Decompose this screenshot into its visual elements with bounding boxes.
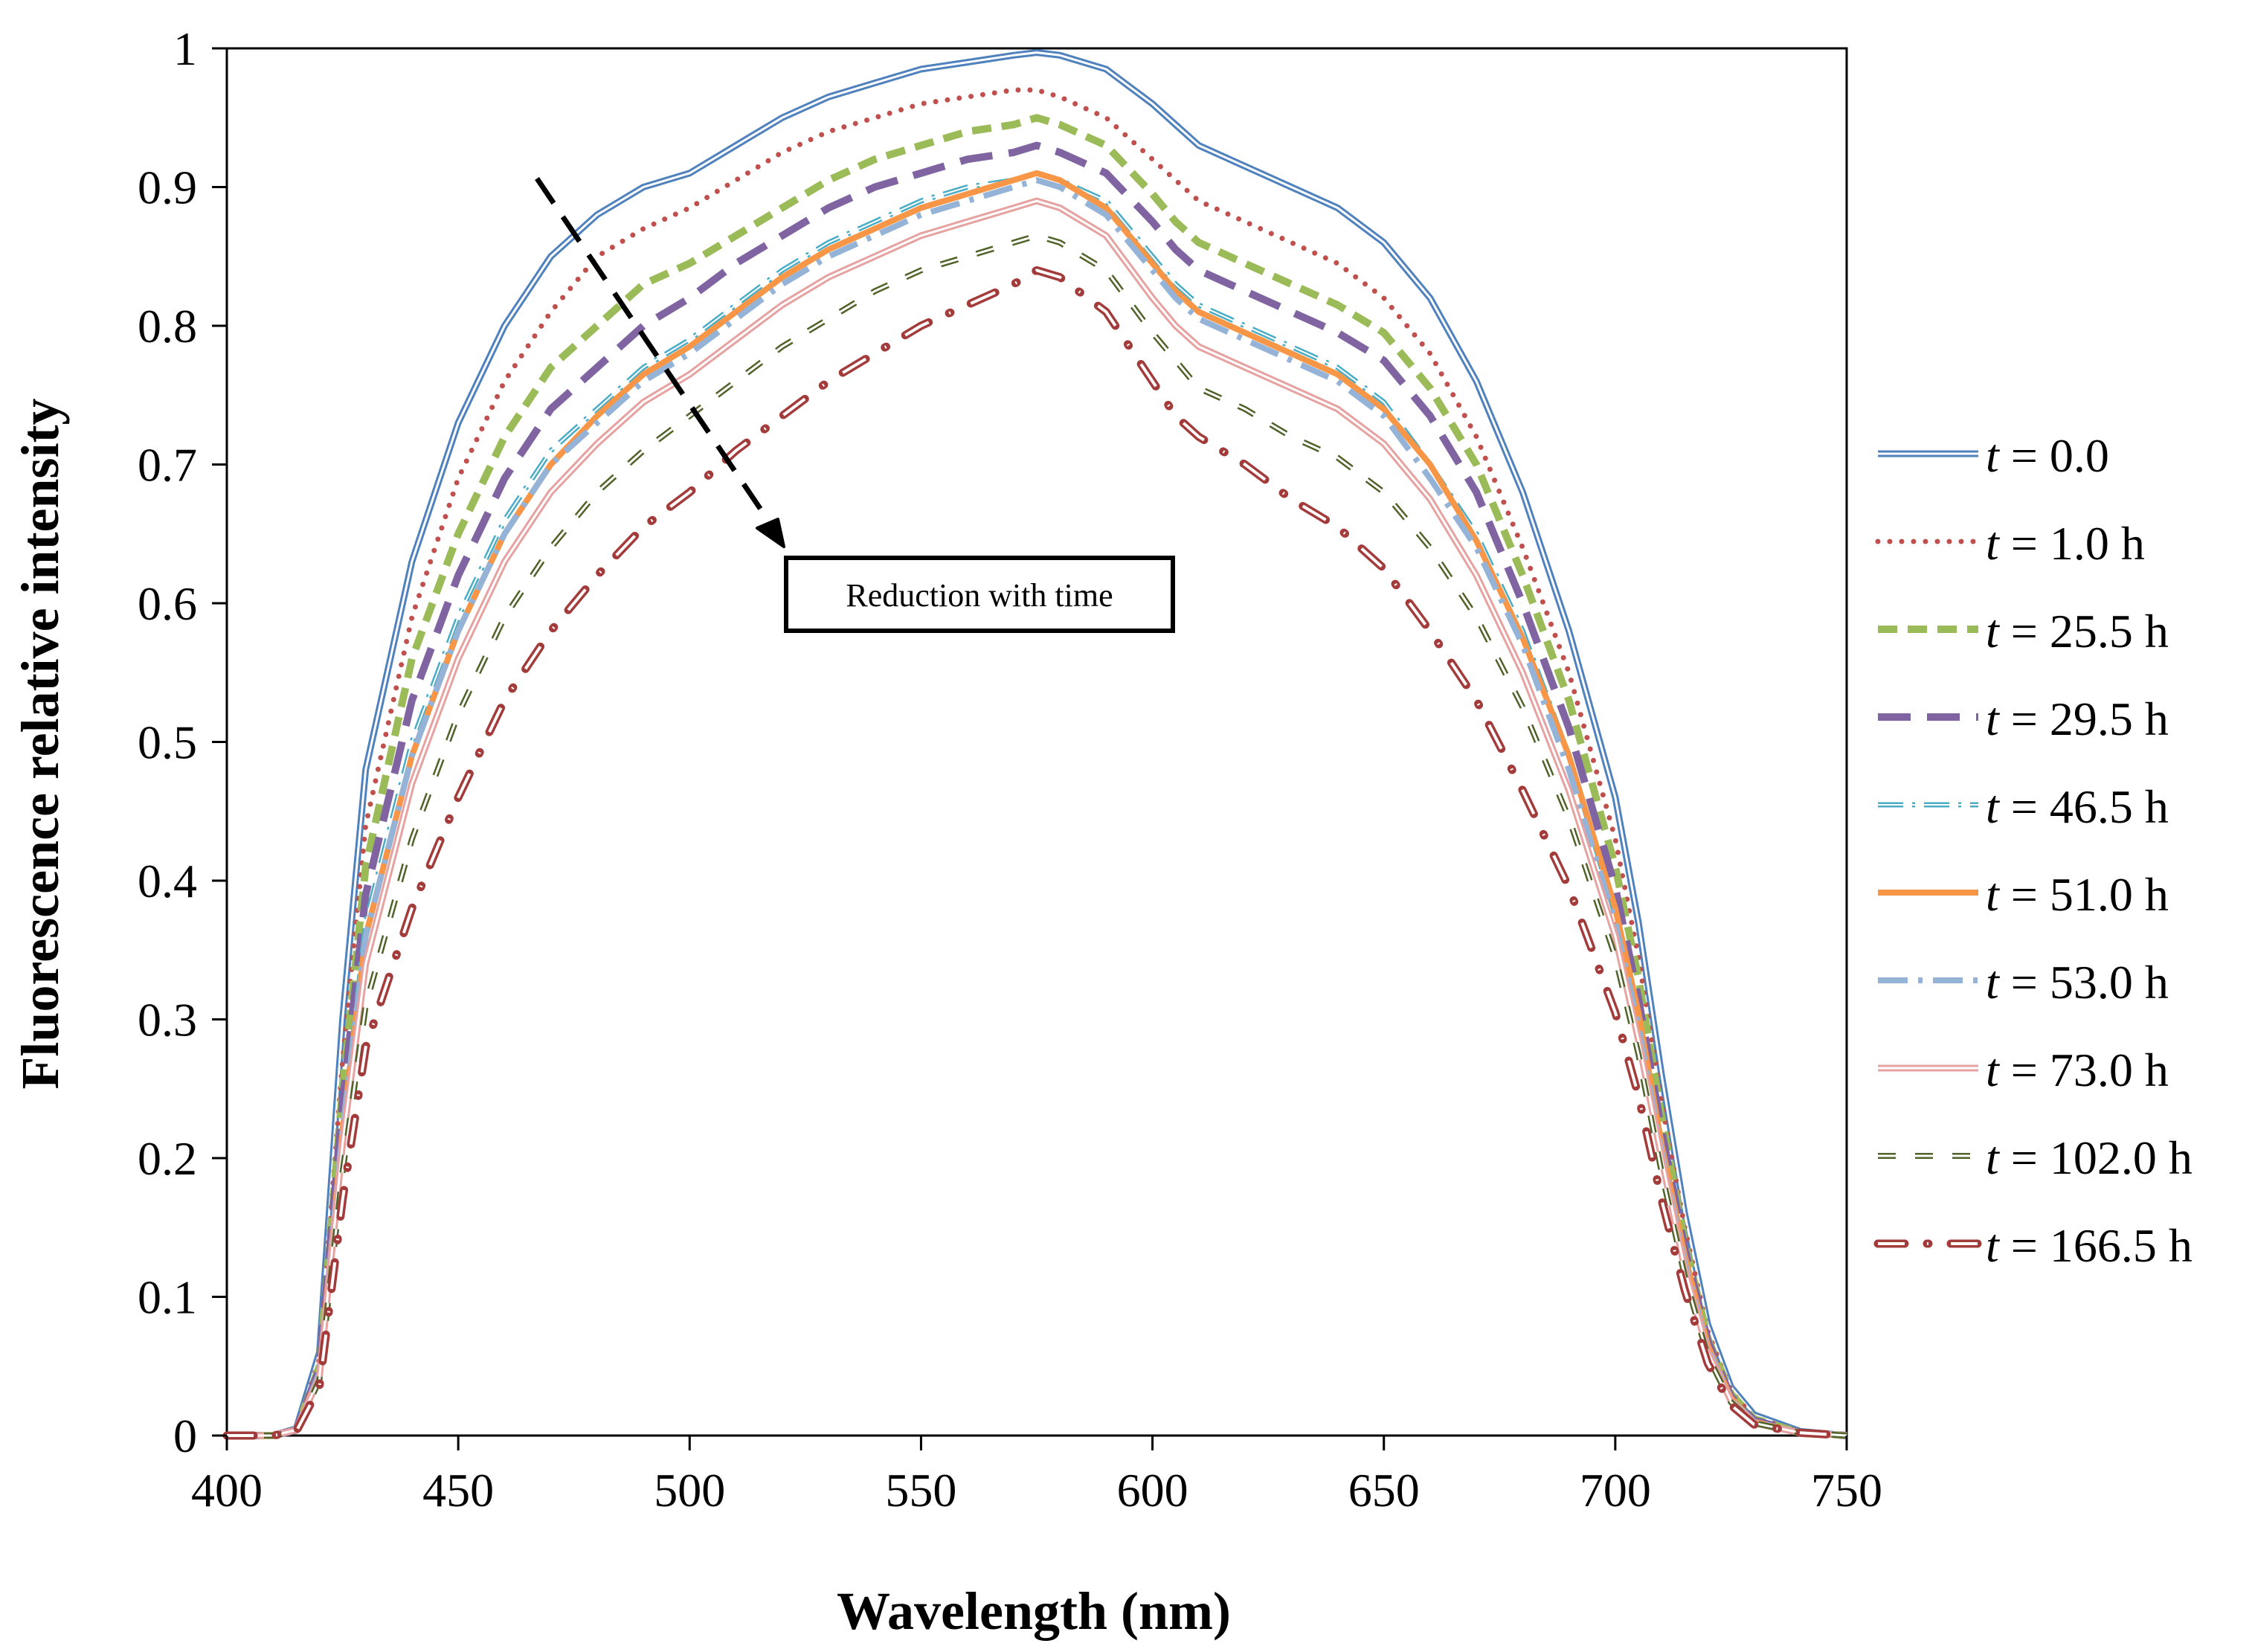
legend-label: t = 51.0 h [1986, 868, 2169, 921]
legend-label: t = 25.5 h [1986, 605, 2169, 658]
y-tick-label: 0.6 [138, 577, 197, 630]
y-tick-label: 0.9 [138, 161, 197, 214]
series-line-0-0 [227, 49, 1847, 1439]
legend-entry: t = 25.5 h [1878, 605, 2169, 658]
y-tick-label: 0.3 [138, 994, 197, 1047]
series-line-166-5-h [222, 266, 1851, 1440]
x-tick-label: 500 [654, 1464, 725, 1517]
legend-entry: t = 51.0 h [1878, 868, 2169, 921]
legend-entry: t = 166.5 h [1873, 1219, 2193, 1272]
x-tick-label: 650 [1348, 1464, 1420, 1517]
annotation-text: Reduction with time [846, 577, 1113, 614]
x-tick-label: 700 [1580, 1464, 1651, 1517]
x-tick-label: 550 [885, 1464, 956, 1517]
y-tick-label: 0.8 [138, 300, 197, 353]
series-line-29-5-h [227, 141, 1847, 1439]
x-tick-label: 600 [1117, 1464, 1188, 1517]
y-tick-label: 0.2 [138, 1132, 197, 1185]
legend-entry: t = 53.0 h [1878, 956, 2169, 1009]
series-path [227, 199, 1847, 1437]
annotation-frame [784, 556, 1175, 633]
series-line-73-0-h [227, 197, 1847, 1439]
series-path [227, 114, 1847, 1439]
legend-entry: t = 29.5 h [1878, 692, 2169, 745]
series-path [227, 177, 1847, 1439]
y-tick-label: 1 [173, 22, 197, 75]
legend-entry: t = 1.0 h [1875, 517, 2145, 570]
series-line-25-5-h [227, 114, 1847, 1439]
legend-entry: t = 46.5 h [1878, 780, 2169, 833]
series-path [227, 141, 1847, 1439]
legend-label: t = 73.0 h [1986, 1044, 2169, 1096]
reduction-arrow-line [535, 177, 779, 534]
series-line-1-0-h [224, 87, 1850, 1439]
legend: t = 0.0 t = 1.0 h t = 25.5 h t = 29.5 h t = … [1873, 429, 2193, 1272]
x-axis-title: Wavelength (nm) [837, 1581, 1231, 1641]
x-tick-label: 400 [191, 1464, 263, 1517]
y-tick-label: 0.1 [138, 1271, 197, 1324]
legend-entry: t = 102.0 h [1878, 1131, 2193, 1184]
series-path [227, 269, 1847, 1437]
series-path [227, 234, 1847, 1437]
x-tick-label: 450 [422, 1464, 494, 1517]
x-tick-label: 750 [1811, 1464, 1882, 1517]
legend-entry: t = 0.0 [1878, 429, 2109, 482]
legend-label: t = 102.0 h [1986, 1131, 2193, 1184]
legend-label: t = 166.5 h [1986, 1219, 2193, 1272]
y-tick-label: 0.4 [138, 855, 197, 907]
series-path [227, 51, 1847, 1437]
reduction-arrow-head-icon [756, 518, 785, 548]
y-axis-title: Fluorescence relative intensity [10, 398, 70, 1089]
y-axis-ticks: 0 0.1 0.2 0.3 0.4 0.5 0.6 0.7 0.8 0.9 1 [138, 22, 227, 1462]
series-line-53-0-h [227, 177, 1847, 1439]
x-axis-ticks: 400 450 500 550 600 650 700 750 [191, 1436, 1882, 1517]
series-line-102-0-h [227, 232, 1847, 1439]
legend-label: t = 46.5 h [1986, 780, 2169, 833]
y-tick-label: 0.5 [138, 716, 197, 769]
legend-label: t = 29.5 h [1986, 692, 2169, 745]
reduction-arrow [535, 177, 785, 548]
series-lines [222, 49, 1851, 1440]
y-tick-label: 0 [173, 1410, 197, 1462]
legend-label: t = 0.0 [1986, 429, 2109, 482]
series-path [224, 87, 1850, 1439]
reduction-annotation-box: Reduction with time [784, 556, 1175, 633]
legend-label: t = 53.0 h [1986, 956, 2169, 1009]
y-tick-label: 0.7 [138, 439, 197, 492]
legend-label: t = 1.0 h [1986, 517, 2145, 570]
legend-entry: t = 73.0 h [1878, 1044, 2169, 1096]
